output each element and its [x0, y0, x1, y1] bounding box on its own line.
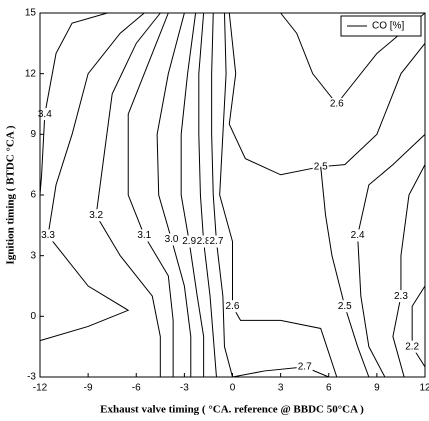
contour-line [156, 12, 192, 377]
contour-line [232, 366, 329, 378]
x-axis-label: Exhaust valve timing ( °CA. reference @ … [100, 404, 364, 416]
x-tick-label: 9 [374, 383, 380, 394]
contour-label-bg [40, 229, 57, 242]
legend-label: CO [%] [372, 21, 404, 32]
contour-line [39, 12, 108, 196]
x-tick-label: -6 [132, 383, 141, 394]
contour-line [211, 12, 233, 378]
contour-line [392, 164, 426, 378]
y-tick-label: 6 [30, 190, 36, 201]
contour-label: 2.6 [330, 99, 344, 110]
contour-label-bg [392, 290, 409, 303]
contour-line [411, 285, 426, 368]
contour-label: 3.3 [41, 230, 55, 241]
contour-label: 3.2 [89, 210, 103, 221]
contour-line [198, 12, 217, 378]
contour-label: 2.5 [338, 301, 352, 312]
contour-label: 2.4 [351, 230, 365, 241]
contour-label: 3.0 [165, 234, 179, 245]
x-tick-label: -12 [33, 383, 48, 394]
y-tick-label: 3 [30, 250, 36, 261]
y-axis-label: Ignition timing ( BTDC °CA ) [5, 125, 17, 265]
contour-label-bg [336, 300, 353, 313]
y-tick-label: 9 [30, 129, 36, 140]
contour-label-bg [181, 235, 198, 248]
contour-label-bg [88, 209, 105, 222]
contour-label: 2.2 [405, 341, 419, 352]
contour-line [219, 12, 338, 378]
contour-label: 3.4 [38, 109, 52, 120]
contour-label-bg [404, 340, 421, 353]
contour-line [39, 12, 145, 342]
x-tick-label: -9 [84, 383, 93, 394]
y-tick-label: 0 [30, 311, 36, 322]
contour-line [180, 12, 205, 377]
x-tick-label: 0 [230, 383, 236, 394]
contour-label-bg [195, 235, 212, 248]
contour-label-bg [349, 229, 366, 242]
x-tick-label: -3 [180, 383, 189, 394]
contour-label: 2.3 [394, 291, 408, 302]
contour-line [127, 12, 174, 377]
contour-label-bg [296, 360, 313, 373]
contour-label-bg [328, 98, 345, 110]
x-tick-label: 6 [326, 383, 332, 394]
y-tick-label: 15 [25, 8, 37, 19]
contour-label: 2.7 [210, 236, 224, 247]
contour-line [228, 12, 426, 176]
contour-label-bg [36, 108, 53, 121]
contour-label: 2.8 [197, 236, 211, 247]
x-tick-label: 12 [419, 383, 429, 394]
contour-line [320, 166, 370, 378]
contour-label: 2.9 [182, 236, 196, 247]
contour-label-bg [163, 233, 180, 246]
legend-box [340, 15, 422, 37]
y-tick-label: 12 [25, 68, 37, 79]
contour-label: 2.6 [226, 301, 240, 312]
contour-label-bg [208, 235, 225, 248]
contour-label: 2.7 [298, 362, 312, 373]
y-tick-label: -3 [27, 372, 36, 383]
contour-label-bg [224, 300, 241, 313]
contour-label-bg [136, 229, 153, 242]
x-tick-label: 3 [278, 383, 284, 394]
contour-label: 3.1 [137, 230, 151, 241]
